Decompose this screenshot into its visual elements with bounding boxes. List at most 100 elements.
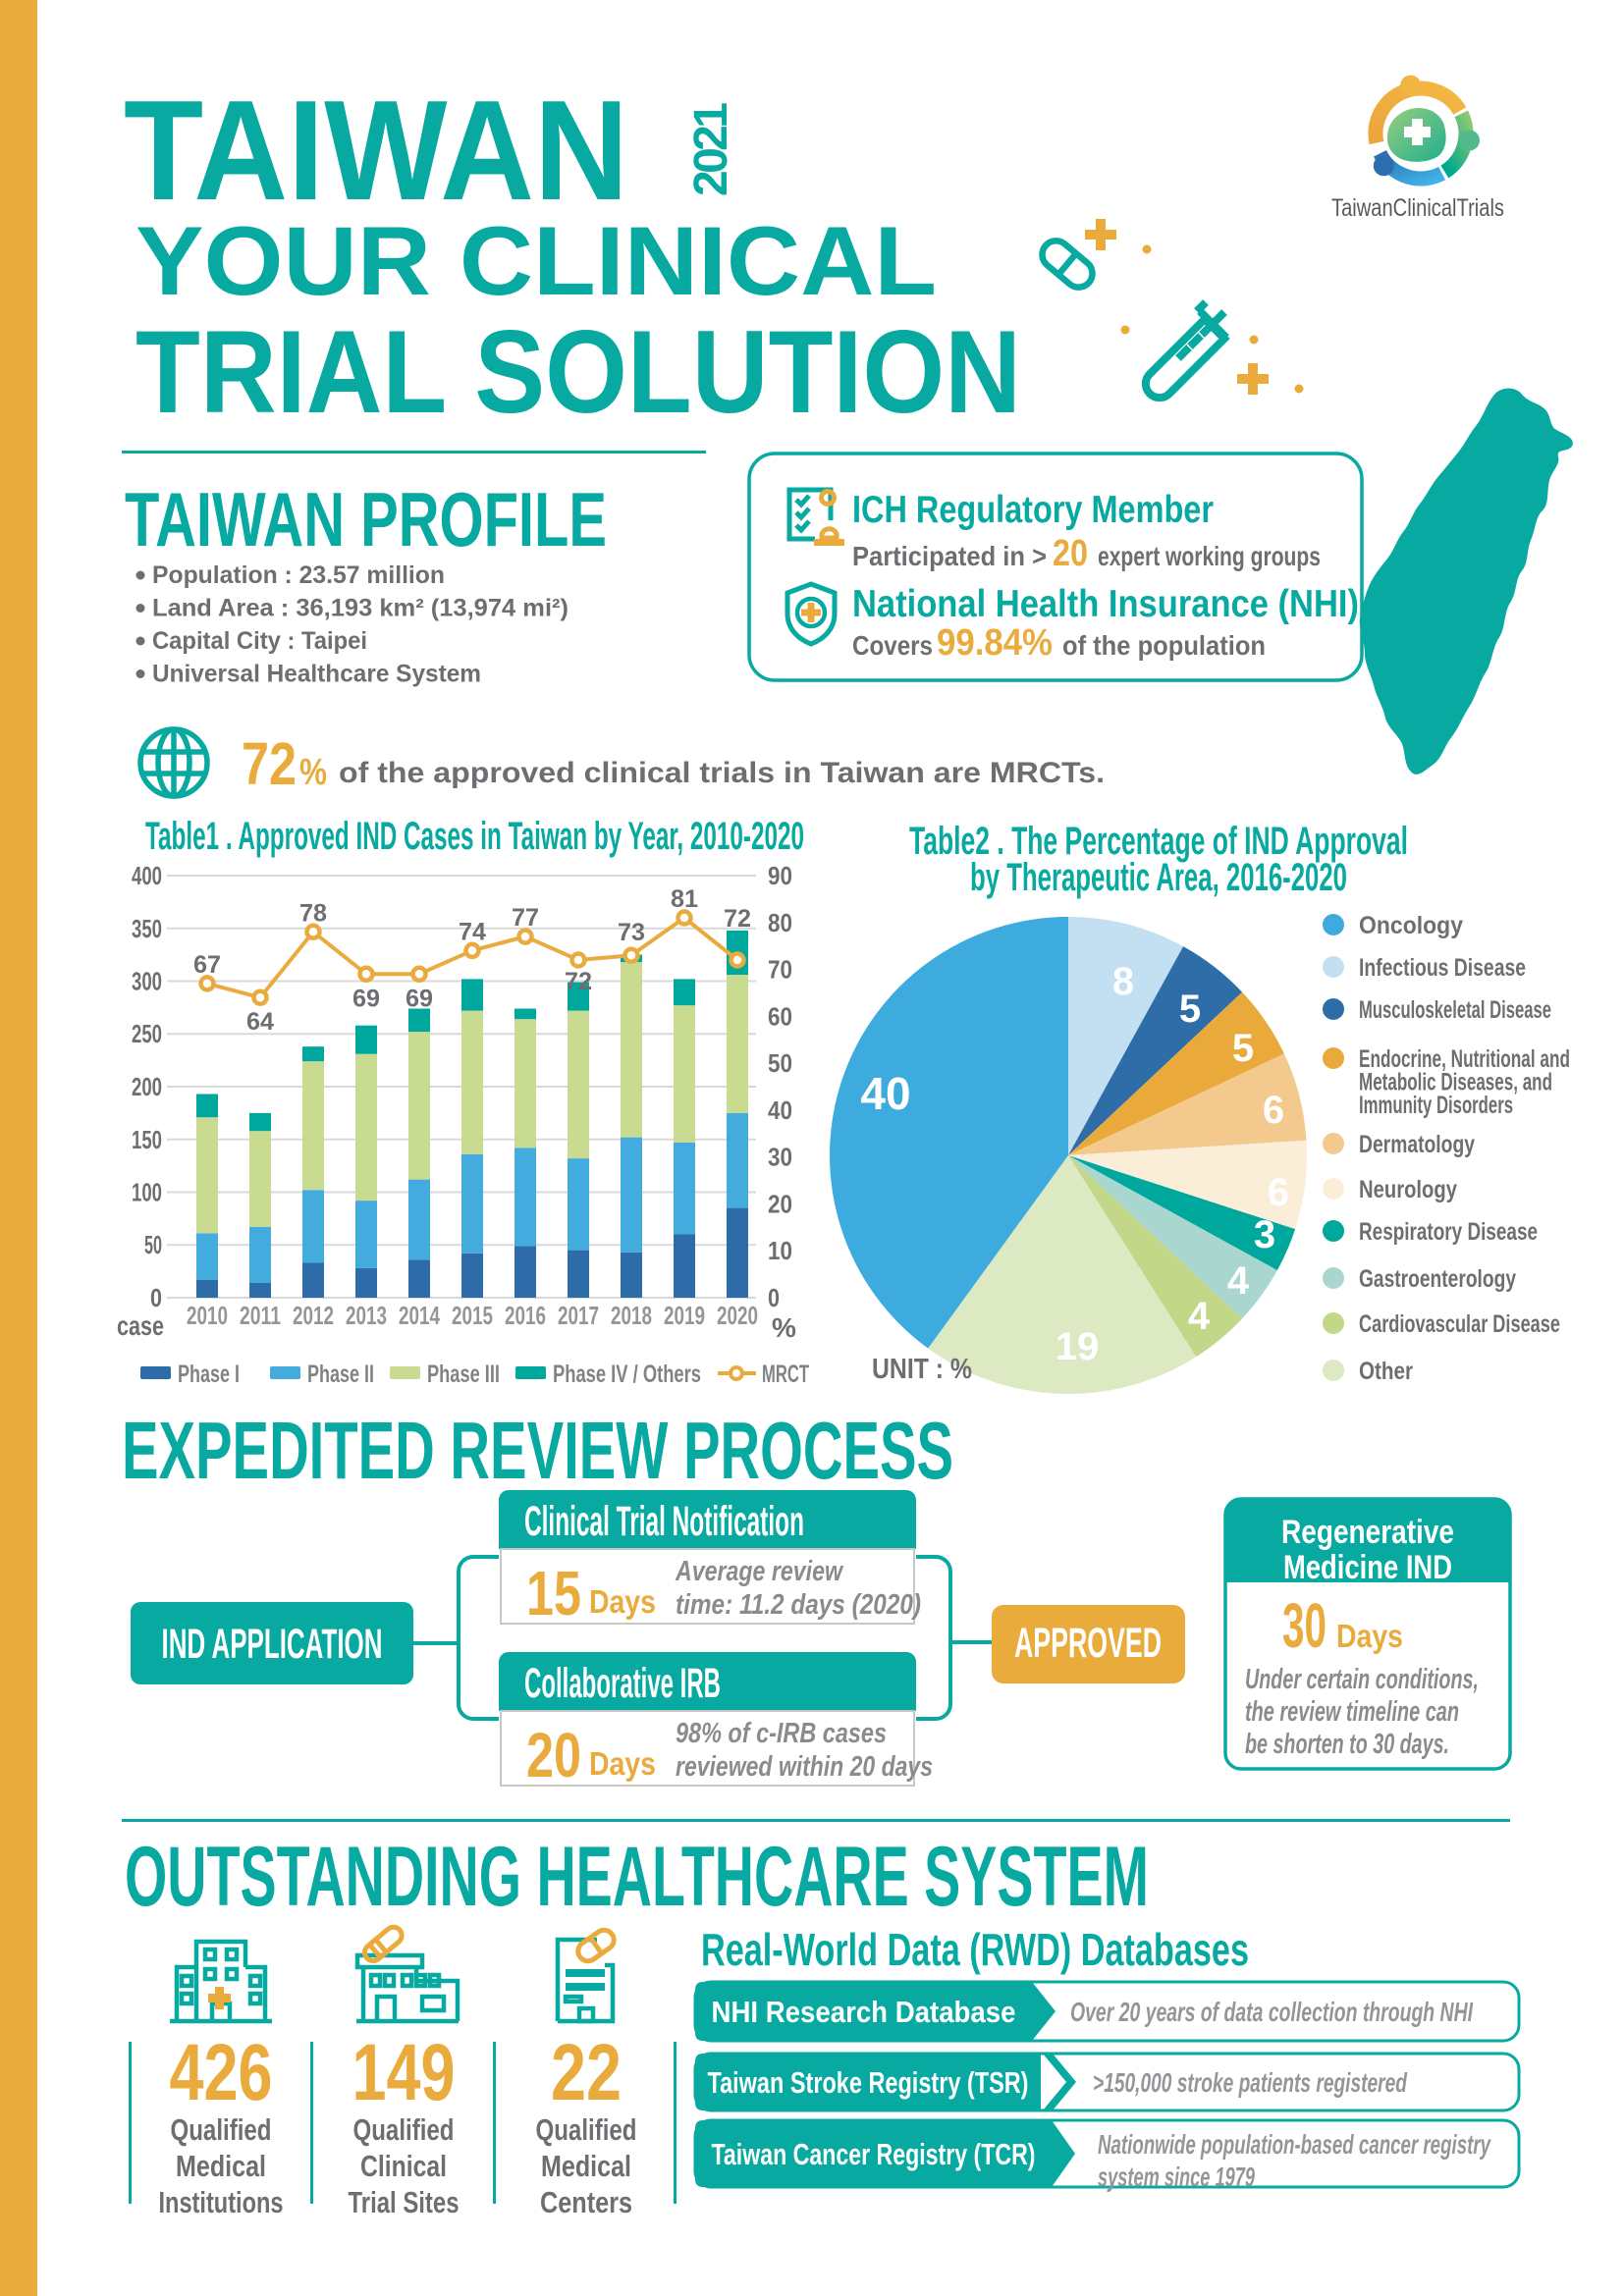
- svg-text:2011: 2011: [240, 1301, 281, 1330]
- svg-text:Trial Sites: Trial Sites: [349, 2185, 460, 2219]
- svg-text:20: 20: [1053, 533, 1088, 574]
- svg-text:of the population: of the population: [1062, 630, 1266, 661]
- svg-text:Immunity Disorders: Immunity Disorders: [1359, 1092, 1513, 1119]
- svg-text:Phase III: Phase III: [427, 1361, 500, 1388]
- svg-text:Musculoskeletal Disease: Musculoskeletal Disease: [1359, 996, 1551, 1024]
- svg-text:400: 400: [132, 861, 162, 890]
- svg-text:Covers: Covers: [852, 630, 933, 661]
- svg-text:50: 50: [144, 1230, 162, 1259]
- svg-text:reviewed within 20 days: reviewed within 20 days: [676, 1751, 933, 1783]
- svg-text:Under certain conditions,: Under certain conditions,: [1245, 1664, 1479, 1695]
- svg-text:40: 40: [768, 1095, 792, 1125]
- svg-text:UNIT : %: UNIT : %: [872, 1354, 972, 1385]
- svg-text:200: 200: [132, 1072, 162, 1101]
- svg-text:Medical: Medical: [541, 2149, 631, 2183]
- svg-text:0: 0: [150, 1283, 162, 1312]
- svg-text:Endocrine, Nutritional and: Endocrine, Nutritional and: [1359, 1045, 1570, 1073]
- svg-text:5: 5: [1179, 988, 1201, 1031]
- svg-text:67: 67: [193, 951, 221, 979]
- svg-text:Taiwan Stroke Registry (TSR): Taiwan Stroke Registry (TSR): [708, 2065, 1029, 2100]
- svg-text:>150,000 stroke patients regis: >150,000 stroke patients registered: [1093, 2067, 1408, 2098]
- svg-text:2016: 2016: [505, 1301, 546, 1330]
- svg-text:Table1 . Approved IND Cases in: Table1 . Approved IND Cases in Taiwan by…: [145, 815, 804, 858]
- svg-text:Universal Healthcare System: Universal Healthcare System: [152, 661, 481, 688]
- svg-text:TRIAL SOLUTION: TRIAL SOLUTION: [135, 306, 1021, 438]
- svg-text:time: 11.2 days (2020): time: 11.2 days (2020): [676, 1589, 921, 1621]
- svg-text:22: 22: [551, 2028, 622, 2117]
- svg-text:case: case: [117, 1310, 164, 1341]
- svg-text:2021: 2021: [685, 102, 737, 196]
- svg-text:72: 72: [724, 905, 751, 933]
- svg-text:90: 90: [768, 861, 792, 890]
- svg-text:149: 149: [352, 2028, 456, 2117]
- svg-text:National Health Insurance (NHI: National Health Insurance (NHI): [852, 583, 1359, 625]
- svg-text:system since 1979: system since 1979: [1098, 2162, 1255, 2192]
- svg-text:expert working groups: expert working groups: [1098, 541, 1321, 571]
- svg-text:Medicine IND: Medicine IND: [1283, 1549, 1452, 1586]
- svg-text:10: 10: [768, 1236, 792, 1265]
- svg-text:Phase IV / Others: Phase IV / Others: [553, 1361, 701, 1388]
- svg-text:the review timeline can: the review timeline can: [1245, 1696, 1459, 1728]
- svg-text:Qualified: Qualified: [353, 2112, 455, 2147]
- svg-text:Land Area : 36,193 km² (13,974: Land Area : 36,193 km² (13,974 mi²): [152, 595, 568, 622]
- svg-text:300: 300: [132, 967, 162, 996]
- svg-text:Neurology: Neurology: [1359, 1176, 1457, 1203]
- svg-text:4: 4: [1188, 1295, 1211, 1338]
- svg-text:69: 69: [406, 985, 433, 1012]
- svg-text:Institutions: Institutions: [159, 2185, 284, 2219]
- svg-text:60: 60: [768, 1001, 792, 1031]
- svg-text:%: %: [299, 752, 327, 793]
- svg-text:74: 74: [459, 918, 486, 945]
- svg-text:64: 64: [246, 1008, 274, 1036]
- svg-text:Oncology: Oncology: [1359, 912, 1463, 939]
- svg-text:70: 70: [768, 955, 792, 985]
- svg-text:Cardiovascular Disease: Cardiovascular Disease: [1359, 1310, 1560, 1338]
- svg-text:4: 4: [1227, 1259, 1250, 1303]
- svg-text:NHI Research Database: NHI Research Database: [712, 1995, 1016, 2029]
- svg-text:73: 73: [618, 919, 645, 946]
- svg-text:Collaborative IRB: Collaborative IRB: [524, 1660, 721, 1707]
- svg-text:Days: Days: [589, 1745, 656, 1782]
- svg-text:OUTSTANDING HEALTHCARE SYSTEM: OUTSTANDING HEALTHCARE SYSTEM: [125, 1830, 1149, 1924]
- svg-text:of the approved clinical trial: of the approved clinical trials in Taiwa…: [339, 757, 1105, 789]
- svg-text:78: 78: [299, 899, 327, 927]
- svg-text:6: 6: [1268, 1171, 1289, 1214]
- svg-text:MRCT: MRCT: [762, 1361, 809, 1388]
- svg-text:Real-World Data (RWD) Database: Real-World Data (RWD) Databases: [701, 1924, 1249, 1975]
- svg-text:20: 20: [526, 1720, 581, 1790]
- svg-text:YOUR CLINICAL: YOUR CLINICAL: [135, 206, 937, 315]
- svg-text:15: 15: [526, 1558, 581, 1629]
- svg-text:72: 72: [565, 968, 592, 995]
- svg-text:Nationwide population-based ca: Nationwide population-based cancer regis…: [1098, 2129, 1491, 2160]
- svg-text:350: 350: [132, 914, 162, 943]
- svg-text:2018: 2018: [611, 1301, 652, 1330]
- svg-text:Qualified: Qualified: [536, 2112, 637, 2147]
- svg-text:Phase I: Phase I: [178, 1361, 240, 1388]
- svg-text:0: 0: [768, 1283, 780, 1312]
- svg-text:Clinical Trial Notification: Clinical Trial Notification: [524, 1498, 804, 1545]
- svg-text:Over 20 years of data collecti: Over 20 years of data collection through…: [1070, 1997, 1474, 2027]
- svg-text:Capital City : Taipei: Capital City : Taipei: [152, 627, 367, 655]
- svg-text:98% of c-IRB cases: 98% of c-IRB cases: [676, 1718, 887, 1749]
- svg-text:%: %: [772, 1312, 796, 1343]
- svg-text:Infectious Disease: Infectious Disease: [1359, 954, 1526, 982]
- svg-text:69: 69: [352, 985, 380, 1012]
- svg-text:Days: Days: [1336, 1618, 1403, 1654]
- svg-text:80: 80: [768, 908, 792, 937]
- svg-text:Clinical: Clinical: [360, 2149, 447, 2183]
- svg-text:5: 5: [1232, 1027, 1254, 1070]
- svg-text:Medical: Medical: [176, 2149, 266, 2183]
- svg-text:2015: 2015: [452, 1301, 493, 1330]
- svg-text:IND APPLICATION: IND APPLICATION: [162, 1621, 383, 1668]
- svg-text:30: 30: [768, 1143, 792, 1172]
- svg-text:6: 6: [1263, 1089, 1284, 1132]
- svg-text:TaiwanClinicalTrials: TaiwanClinicalTrials: [1331, 194, 1504, 222]
- svg-text:50: 50: [768, 1048, 792, 1078]
- svg-text:Qualified: Qualified: [171, 2112, 272, 2147]
- svg-text:EXPEDITED REVIEW PROCESS: EXPEDITED REVIEW PROCESS: [122, 1405, 953, 1496]
- svg-text:250: 250: [132, 1019, 162, 1048]
- svg-text:2012: 2012: [293, 1301, 334, 1330]
- svg-text:Metabolic Diseases, and: Metabolic Diseases, and: [1359, 1069, 1552, 1096]
- svg-text:Phase II: Phase II: [307, 1361, 374, 1388]
- svg-text:Respiratory Disease: Respiratory Disease: [1359, 1218, 1538, 1246]
